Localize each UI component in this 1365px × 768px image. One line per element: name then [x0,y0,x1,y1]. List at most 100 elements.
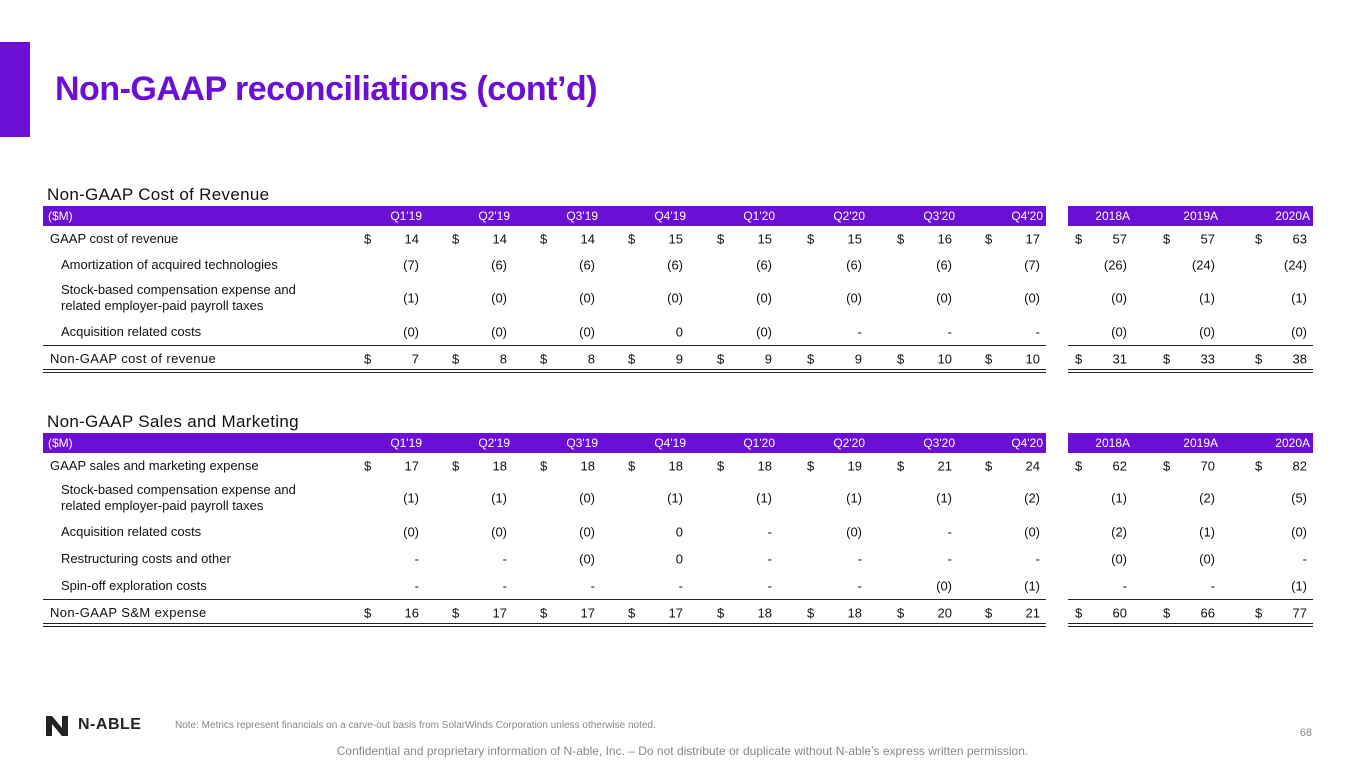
total-rule [1068,345,1313,346]
slide-title: Non-GAAP reconciliations (cont’d) [55,70,598,108]
currency-symbol: $ [364,605,372,620]
table-title: Non-GAAP Sales and Marketing [47,412,299,431]
cell-value: - [1122,578,1127,593]
cell-value: (0) [1024,524,1040,539]
cell-value: 15 [757,231,772,246]
cell-value: 9 [854,351,862,366]
column-header: 2019A [1183,436,1218,450]
cell-value: 16 [937,231,952,246]
currency-symbol: $ [807,231,815,246]
currency-symbol: $ [807,458,815,473]
currency-symbol: $ [1163,351,1171,366]
cell-value: 21 [937,458,952,473]
gaap-row: GAAP cost of revenue $14 $14 $14 $15 $15 $15 $1… [0,226,1365,251]
cell-value: (7) [1024,257,1040,272]
currency-symbol: $ [717,231,725,246]
cell-value: - [857,551,862,566]
cell-value: - [947,324,952,339]
cell-value: - [414,551,419,566]
cell-value: 57 [1200,231,1215,246]
cell-value: (6) [846,257,862,272]
gaap-row: GAAP sales and marketing expense $17 $18 $1… [0,453,1365,478]
currency-symbol: $ [1075,605,1083,620]
column-header: Q4'19 [654,436,686,450]
currency-symbol: $ [985,231,993,246]
adj-row: Acquisition related costs (0) (0) (0) 0 - (0) -… [0,518,1365,545]
cell-value: (24) [1191,257,1215,272]
currency-symbol: $ [1075,231,1083,246]
currency-symbol: $ [1075,351,1083,366]
cell-value: (0) [1199,324,1215,339]
cell-value: (0) [579,524,595,539]
cell-value: (0) [1291,324,1307,339]
column-header: 2020A [1275,209,1310,223]
total-row: Non-GAAP cost of revenue $7 $8 $8 $9 $9 $9 $10 $… [0,345,1365,373]
column-header: Q4'20 [1011,209,1043,223]
cell-value: (6) [756,257,772,272]
currency-symbol: $ [628,231,636,246]
confidential-note: Confidential and proprietary information… [336,744,1029,758]
cell-value: (6) [936,257,952,272]
column-header: Q2'19 [478,209,510,223]
currency-symbol: $ [1163,458,1171,473]
cell-value: 0 [675,551,683,566]
cell-value: (1) [846,490,862,506]
cell-value: 9 [764,351,772,366]
cell-value: (0) [1111,290,1127,306]
cell-value: 62 [1112,458,1127,473]
currency-symbol: $ [1255,605,1263,620]
adj-row: Stock-based compensation expense and rel… [0,278,1365,318]
row-label: Amortization of acquired technologies [61,256,278,272]
cell-value: (0) [1024,290,1040,306]
currency-symbol: $ [897,231,905,246]
currency-symbol: $ [364,231,372,246]
cell-value: 18 [757,605,772,620]
row-label: Spin-off exploration costs [61,577,207,593]
currency-symbol: $ [540,231,548,246]
row-label: Non-GAAP cost of revenue [50,350,217,366]
cell-value: 70 [1200,458,1215,473]
cell-value: 57 [1112,231,1127,246]
column-header: Q2'20 [833,436,865,450]
column-header: 2020A [1275,436,1310,450]
cell-value: (0) [936,578,952,593]
cell-value: - [767,578,772,593]
logo-text: N-ABLE [78,716,142,733]
currency-symbol: $ [452,605,460,620]
cell-value: 20 [937,605,952,620]
cell-value: 33 [1200,351,1215,366]
currency-symbol: $ [364,458,372,473]
cell-value: 17 [492,605,507,620]
cell-value: 77 [1292,605,1307,620]
adj-row: Restructuring costs and other - - (0) 0 - - - - (… [0,545,1365,572]
cell-value: 17 [668,605,683,620]
cell-value: (1) [667,490,683,506]
column-header: Q3'20 [923,209,955,223]
row-label: Stock-based compensation expense and rel… [61,282,296,313]
unit-label: ($M) [48,209,73,223]
cell-value: 17 [1025,231,1040,246]
row-label: Acquisition related costs [61,523,202,539]
currency-symbol: $ [897,351,905,366]
row-label: Stock-based compensation expense and rel… [61,482,296,513]
adj-row: Stock-based compensation expense and rel… [0,478,1365,518]
currency-symbol: $ [717,351,725,366]
currency-symbol: $ [628,605,636,620]
adj-row: Amortization of acquired technologies (7)… [0,251,1365,278]
currency-symbol: $ [1255,351,1263,366]
cell-value: (0) [756,324,772,339]
cell-value: (1) [936,490,952,506]
cell-value: 19 [847,458,862,473]
cell-value: - [767,551,772,566]
cell-value: (1) [1291,290,1307,306]
column-header: Q1'20 [743,209,775,223]
cell-value: - [502,578,507,593]
column-header: Q3'20 [923,436,955,450]
cell-value: (0) [756,290,772,306]
cell-value: (1) [1111,490,1127,506]
currency-symbol: $ [807,351,815,366]
currency-symbol: $ [1163,605,1171,620]
cell-value: 0 [675,524,683,539]
column-header: Q1'20 [743,436,775,450]
